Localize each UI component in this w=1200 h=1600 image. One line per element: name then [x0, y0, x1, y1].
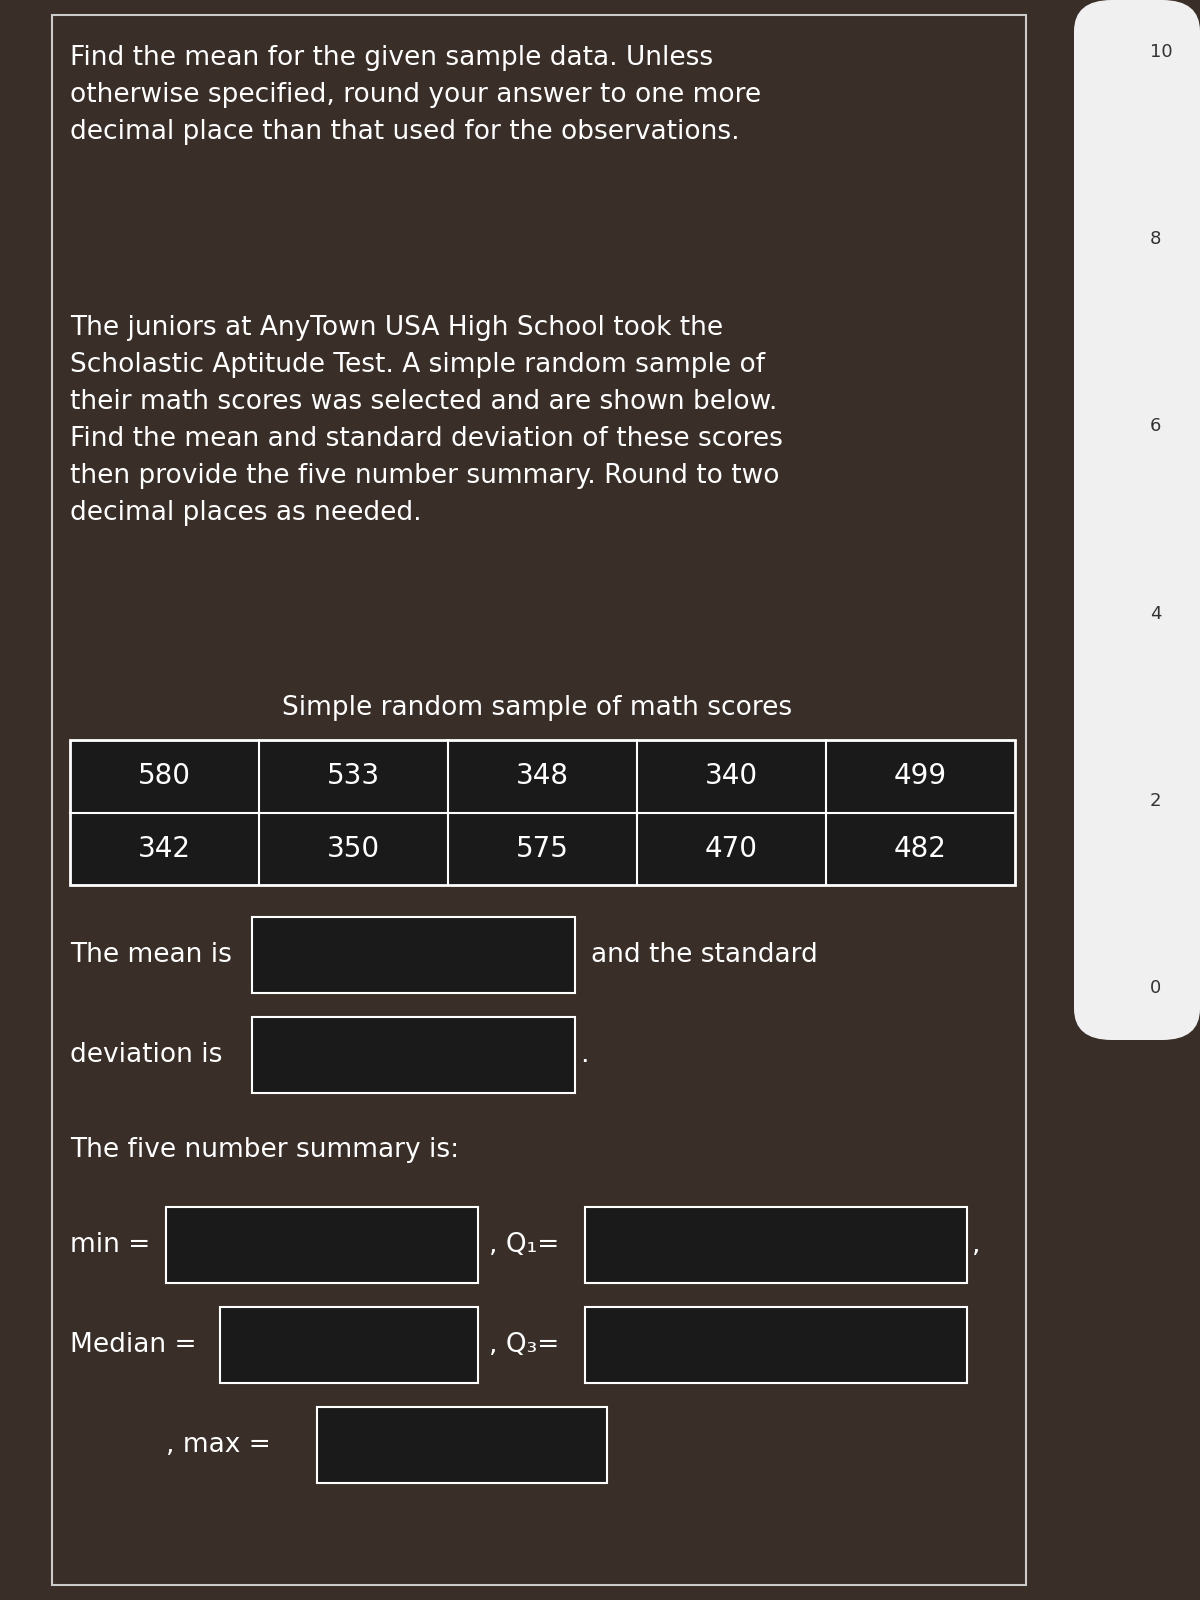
FancyBboxPatch shape — [167, 1206, 478, 1283]
Text: , max =: , max = — [167, 1432, 271, 1458]
Text: 6: 6 — [1150, 418, 1160, 435]
FancyBboxPatch shape — [1074, 0, 1200, 1040]
FancyBboxPatch shape — [317, 1406, 607, 1483]
Text: 575: 575 — [516, 835, 569, 862]
FancyBboxPatch shape — [70, 739, 1015, 885]
Text: and the standard: and the standard — [590, 942, 817, 968]
FancyBboxPatch shape — [220, 1307, 478, 1382]
Text: 499: 499 — [894, 762, 947, 790]
Text: min =: min = — [70, 1232, 150, 1258]
Text: 470: 470 — [704, 835, 758, 862]
Text: 348: 348 — [516, 762, 569, 790]
Text: 580: 580 — [138, 762, 191, 790]
Text: The mean is: The mean is — [70, 942, 232, 968]
Text: 4: 4 — [1150, 605, 1162, 622]
Text: 342: 342 — [138, 835, 191, 862]
Text: 10: 10 — [1150, 43, 1172, 61]
Text: 340: 340 — [704, 762, 758, 790]
Text: 350: 350 — [326, 835, 380, 862]
FancyBboxPatch shape — [586, 1206, 967, 1283]
Text: The juniors at AnyTown USA High School took the
Scholastic Aptitude Test. A simp: The juniors at AnyTown USA High School t… — [70, 315, 782, 526]
FancyBboxPatch shape — [586, 1307, 967, 1382]
Text: 533: 533 — [326, 762, 380, 790]
Text: 2: 2 — [1150, 792, 1162, 810]
Text: ,: , — [972, 1232, 980, 1258]
Text: 8: 8 — [1150, 230, 1160, 248]
FancyBboxPatch shape — [252, 917, 575, 994]
Text: Find the mean for the given sample data. Unless
otherwise specified, round your : Find the mean for the given sample data.… — [70, 45, 761, 146]
Text: Simple random sample of math scores: Simple random sample of math scores — [282, 694, 792, 722]
Text: deviation is: deviation is — [70, 1042, 222, 1069]
Text: , Q₃=: , Q₃= — [488, 1331, 559, 1358]
Text: 482: 482 — [894, 835, 947, 862]
Text: Median =: Median = — [70, 1331, 197, 1358]
Text: , Q₁=: , Q₁= — [488, 1232, 559, 1258]
FancyBboxPatch shape — [252, 1018, 575, 1093]
Text: 0: 0 — [1150, 979, 1160, 997]
Text: The five number summary is:: The five number summary is: — [70, 1138, 458, 1163]
Text: .: . — [580, 1042, 588, 1069]
